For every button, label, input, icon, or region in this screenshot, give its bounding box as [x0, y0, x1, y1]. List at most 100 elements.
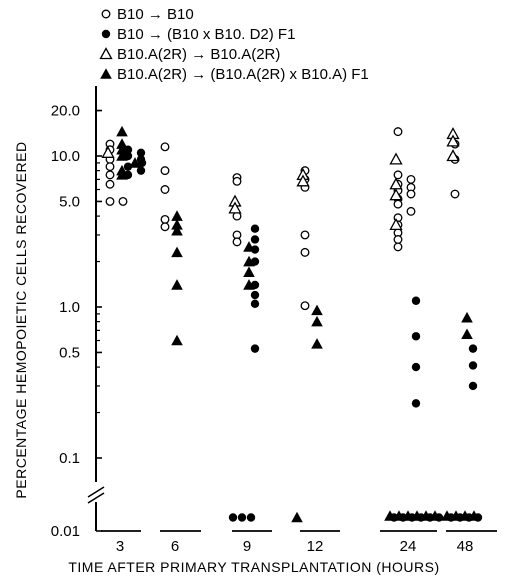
data-point-filled-triangle	[171, 279, 183, 290]
data-point-open-triangle	[101, 145, 115, 158]
data-point-open-triangle	[389, 152, 403, 165]
y-tick-label: 0.1	[59, 450, 80, 467]
data-point-filled-circle	[468, 344, 478, 353]
y-tick-group: 20.0 10.0 5.0 1.0 0.5 0.1 0.01	[51, 103, 102, 540]
data-point-open-triangle	[446, 134, 460, 147]
data-point-open-circle	[160, 185, 170, 194]
data-point-open-triangle	[389, 188, 403, 201]
data-point-filled-triangle	[116, 150, 128, 161]
x-tick-label: 3	[116, 538, 124, 555]
data-point-filled-triangle	[291, 511, 303, 523]
data-point-filled-triangle	[129, 157, 141, 168]
data-point-open-circle	[406, 206, 416, 216]
data-point-open-triangle	[228, 201, 242, 214]
data-point-filled-triangle	[450, 510, 462, 521]
data-point-filled-triangle	[171, 334, 183, 346]
data-point-open-circle	[105, 197, 115, 206]
data-point-open-circle	[393, 170, 403, 180]
y-tick-label: 1.0	[59, 299, 80, 316]
data-point-filled-circle	[468, 381, 478, 391]
legend-marker-open-triangle	[99, 47, 113, 60]
data-point-open-circle	[300, 230, 310, 240]
data-point-filled-triangle	[461, 311, 473, 323]
data-points	[101, 125, 483, 523]
data-point-open-circle	[105, 179, 115, 189]
data-point-open-circle	[105, 162, 115, 172]
x-tick-label: 24	[400, 538, 417, 555]
data-point-open-circle	[393, 127, 403, 137]
data-point-filled-triangle	[243, 241, 255, 252]
x-tick-label: 12	[307, 538, 324, 555]
legend-label: B10 → B10	[117, 6, 194, 23]
data-point-open-circle	[232, 237, 242, 247]
data-point-filled-circle	[246, 513, 256, 522]
data-point-filled-circle	[411, 332, 421, 341]
legend-marker-filled-triangle	[100, 68, 112, 79]
legend-marker-filled-circle	[101, 29, 111, 39]
data-point-open-circle	[393, 199, 403, 209]
data-point-open-triangle	[296, 174, 310, 187]
legend-label: B10.A(2R) → (B10.A(2R) x B10.A) F1	[117, 66, 369, 83]
data-point-filled-triangle	[243, 255, 255, 267]
legend-marker-open-circle	[101, 9, 111, 19]
data-point-open-circle	[300, 301, 310, 311]
data-point-filled-triangle	[116, 143, 128, 155]
data-point-open-triangle	[446, 149, 460, 162]
data-point-open-circle	[160, 166, 170, 176]
data-point-open-circle	[406, 174, 416, 184]
data-point-filled-circle	[250, 344, 260, 353]
legend-label: B10.A(2R) → B10.A(2R)	[117, 46, 280, 63]
data-point-open-circle	[406, 189, 416, 199]
data-point-filled-circle	[136, 148, 146, 158]
x-axis-title: TIME AFTER PRIMARY TRANSPLANTATION (HOUR…	[68, 559, 439, 575]
data-point-filled-circle	[137, 158, 147, 168]
data-point-filled-triangle	[116, 169, 128, 180]
data-point-open-circle	[450, 189, 460, 199]
x-tick-label: 48	[457, 538, 474, 555]
data-point-filled-triangle	[311, 338, 323, 349]
data-point-filled-triangle	[441, 510, 453, 521]
y-tick-label: 0.5	[59, 344, 80, 361]
data-point-open-circle	[118, 197, 128, 206]
y-tick-label: 0.01	[51, 523, 80, 540]
data-point-filled-triangle	[171, 224, 183, 236]
data-point-open-triangle	[389, 217, 403, 230]
y-axis-title: PERCENTAGE HEMOPOIETIC CELLS RECOVERED	[13, 141, 29, 498]
data-point-filled-circle	[411, 296, 421, 305]
y-tick-label: 20.0	[51, 103, 80, 120]
data-point-filled-triangle	[393, 510, 405, 521]
data-point-filled-triangle	[429, 510, 441, 521]
data-point-filled-triangle	[243, 279, 255, 290]
data-point-filled-triangle	[243, 266, 255, 278]
axes	[87, 86, 105, 531]
axis-break-mark	[87, 486, 105, 504]
data-point-filled-triangle	[171, 219, 183, 230]
data-point-filled-triangle	[402, 510, 414, 521]
data-point-open-circle	[160, 142, 170, 152]
data-point-open-circle	[160, 222, 170, 232]
data-point-filled-circle	[228, 513, 238, 522]
data-point-filled-circle	[468, 361, 478, 370]
legend: B10 → B10 B10 → (B10 x B10. D2) F1 B10.A(2…	[99, 6, 369, 83]
data-point-filled-circle	[250, 235, 260, 244]
data-point-open-circle	[160, 215, 170, 224]
data-point-filled-circle	[237, 513, 247, 522]
data-point-open-circle	[105, 170, 115, 180]
x-tick-label: 6	[171, 538, 179, 555]
data-point-filled-triangle	[171, 246, 183, 258]
legend-label: B10 → (B10 x B10. D2) F1	[117, 26, 295, 43]
data-point-filled-circle	[411, 399, 421, 408]
data-point-filled-triangle	[461, 328, 473, 340]
x-axis-group: 3 6 9 12 24 48	[101, 530, 497, 555]
data-point-filled-circle	[250, 299, 260, 309]
y-tick-label: 10.0	[51, 148, 80, 165]
data-point-filled-triangle	[311, 315, 323, 327]
y-tick-label: 5.0	[59, 193, 80, 210]
data-point-open-circle	[232, 176, 242, 186]
data-point-filled-triangle	[420, 510, 432, 521]
x-tick-label: 9	[243, 538, 251, 555]
data-point-open-circle	[393, 235, 403, 244]
data-point-filled-triangle	[411, 510, 423, 521]
data-point-filled-triangle	[116, 138, 128, 149]
